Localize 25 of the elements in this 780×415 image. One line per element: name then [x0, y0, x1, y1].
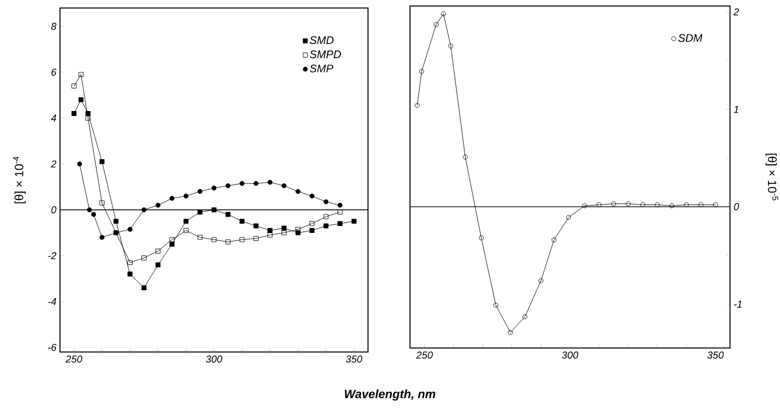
- x-tick-label: 300: [206, 356, 222, 363]
- y2-tick-label: 2: [733, 8, 739, 16]
- y-tick-label: 8: [51, 22, 56, 30]
- x-tick-label: 350: [707, 352, 724, 359]
- y-axis-title: [θ] × 10$^{-4}$: [13, 156, 26, 204]
- x-tick-label: 250: [66, 356, 82, 363]
- x-tick-label: 350: [346, 356, 362, 363]
- legend-label: SMPD: [310, 50, 341, 58]
- y-tick-label: 4: [50, 114, 56, 122]
- y-tick-label: 6: [51, 68, 56, 76]
- x-tick-label: 250: [416, 352, 433, 359]
- x-tick-label: 300: [562, 352, 578, 359]
- legend-label: SDM: [678, 34, 702, 42]
- y-tick-label: 2: [50, 160, 56, 168]
- legend-label: SMD: [310, 36, 334, 44]
- x-axis-title: Wavelength, nm: [344, 389, 436, 401]
- y-tick-label: 0: [51, 206, 56, 214]
- y-tick-label: -6: [48, 344, 56, 351]
- y2-tick-label: 1: [734, 106, 738, 113]
- y-tick-label: -4: [48, 298, 56, 305]
- legend-label: SMP: [310, 64, 334, 72]
- y2-tick-label: -1: [734, 300, 742, 308]
- y-tick-label: -2: [48, 252, 56, 260]
- y2-axis-title: [θ] × 10$^{-5}$: [766, 154, 778, 200]
- y2-tick-label: 0: [734, 203, 740, 210]
